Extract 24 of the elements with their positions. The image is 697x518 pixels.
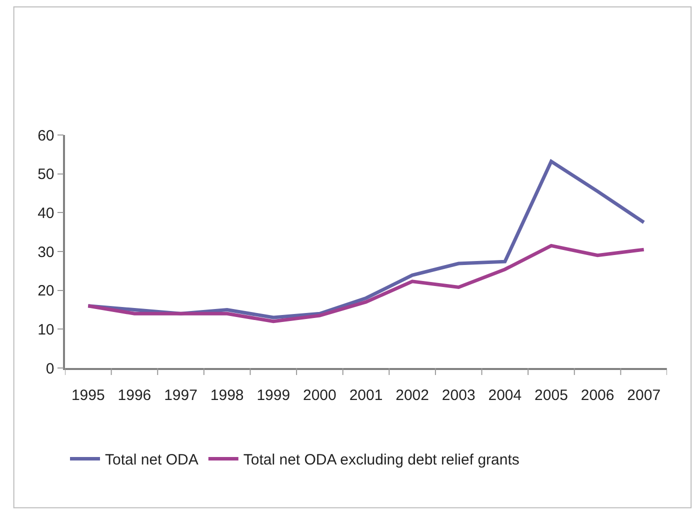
x-tick-label: 2004 <box>488 386 522 404</box>
y-tick-label: 20 <box>38 282 54 300</box>
x-tick-label: 2003 <box>442 386 476 404</box>
x-tick-label: 1996 <box>118 386 152 404</box>
y-tick-label: 30 <box>38 244 54 261</box>
y-tick-label: 60 <box>38 127 54 144</box>
x-tick-label: 2001 <box>349 386 383 404</box>
x-tick-label: 2000 <box>303 386 336 404</box>
y-tick-label: 10 <box>38 321 54 338</box>
legend-label: Total net ODA <box>105 452 198 469</box>
x-tick-label: 1995 <box>71 386 105 404</box>
y-tick-label: 0 <box>46 360 54 378</box>
x-tick-label: 2002 <box>396 386 429 404</box>
x-tick-label: 1998 <box>210 386 244 404</box>
x-tick-label: 2007 <box>627 386 661 404</box>
line-series <box>86 160 646 320</box>
y-tick-label: 40 <box>38 204 54 222</box>
x-tick-label: 1997 <box>164 386 198 404</box>
y-tick-label: 50 <box>38 166 54 184</box>
x-tick-label: 2006 <box>580 386 614 404</box>
legend-label: Total net ODA excluding debt relief grants <box>243 452 520 469</box>
x-tick-label: 2005 <box>534 386 568 404</box>
line-series <box>86 244 646 324</box>
x-tick-label: 1999 <box>256 386 290 404</box>
